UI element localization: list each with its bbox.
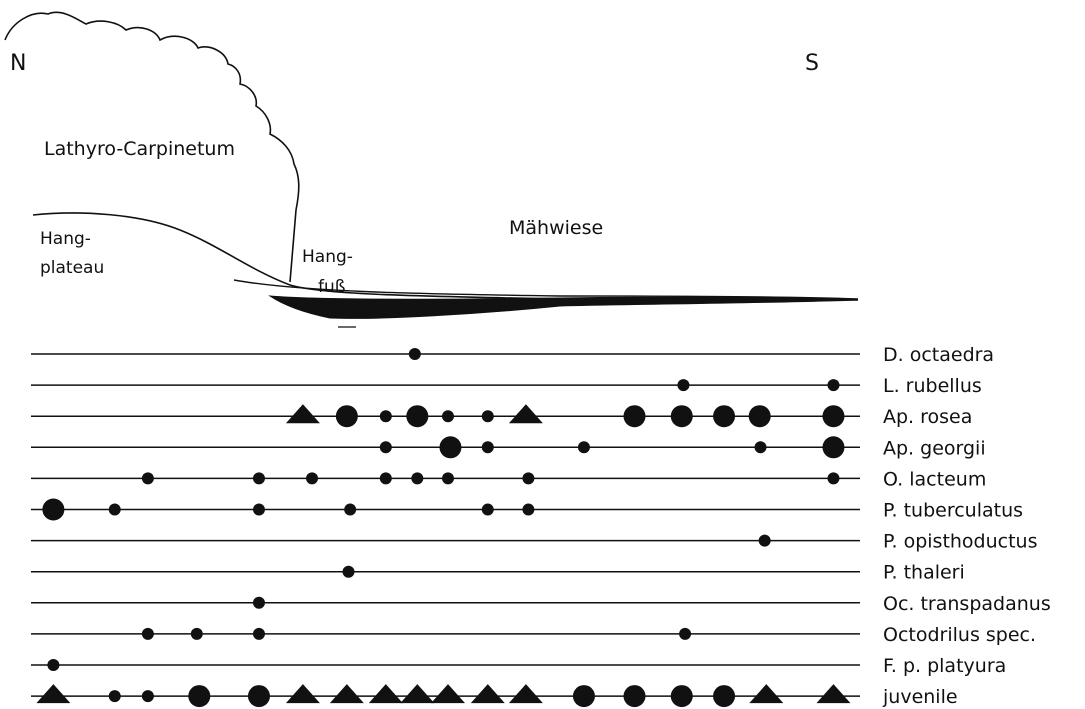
species-label: Ap. georgii: [883, 437, 986, 459]
triangle-marker: [470, 684, 505, 704]
small-dot-marker: [481, 503, 494, 516]
triangle-marker: [36, 684, 71, 704]
small-dot-marker: [252, 503, 265, 516]
small-dot-marker: [522, 503, 535, 516]
species-label: D. octaedra: [883, 344, 994, 366]
large-dot-marker: [247, 685, 270, 708]
species-row: Ap. georgii: [31, 436, 986, 459]
south-label: S: [805, 51, 819, 76]
large-dot-marker: [670, 405, 693, 428]
triangle-marker: [368, 684, 403, 704]
small-dot-marker: [252, 627, 265, 640]
foot-label-line1: Hang-: [302, 247, 353, 267]
small-dot-marker: [481, 441, 494, 454]
species-label: Oc. transpadanus: [883, 593, 1051, 615]
small-dot-marker: [108, 503, 121, 516]
large-dot-marker: [822, 436, 845, 459]
species-row: O. lacteum: [31, 468, 986, 490]
species-row: P. tuberculatus: [31, 498, 1023, 522]
species-rows: D. octaedra L. rubellus Ap. rosea Ap. georg…: [31, 344, 1051, 708]
species-label: P. tuberculatus: [883, 500, 1023, 522]
species-label: juvenile: [882, 686, 958, 708]
large-dot-marker: [670, 685, 693, 708]
small-dot-marker: [522, 472, 535, 485]
small-dot-marker: [344, 503, 357, 516]
species-label: Octodrilus spec.: [883, 624, 1036, 646]
slope-ground-line: [32, 212, 859, 301]
meadow-surface-line: [233, 279, 859, 300]
small-dot-marker: [379, 441, 392, 454]
small-dot-marker: [441, 410, 454, 423]
small-dot-marker: [677, 379, 690, 392]
small-dot-marker: [827, 472, 840, 485]
large-dot-marker: [748, 405, 771, 428]
species-row: Octodrilus spec.: [31, 624, 1036, 646]
species-row: L. rubellus: [31, 375, 982, 397]
small-dot-marker: [379, 472, 392, 485]
plateau-label-line1: Hang-: [40, 229, 91, 249]
small-dot-marker: [827, 379, 840, 392]
large-dot-marker: [623, 405, 646, 428]
species-row: F. p. platyura: [31, 655, 1006, 677]
large-dot-marker: [713, 685, 736, 708]
species-label: O. lacteum: [883, 468, 986, 490]
plateau-label-line2: plateau: [40, 258, 104, 278]
triangle-marker: [749, 684, 784, 704]
species-row: Oc. transpadanus: [31, 593, 1051, 615]
triangle-marker: [329, 684, 364, 704]
species-label: F. p. platyura: [883, 655, 1006, 677]
species-row: Ap. rosea: [31, 404, 972, 428]
small-dot-marker: [441, 472, 454, 485]
triangle-marker: [285, 684, 320, 704]
small-dot-marker: [758, 534, 771, 547]
triangle-marker: [430, 684, 465, 704]
foot-label-line2: fuß: [318, 277, 345, 297]
small-dot-marker: [379, 410, 392, 423]
meadow-soil-lens: [268, 295, 859, 319]
species-row: juvenile: [31, 684, 958, 708]
species-label: Ap. rosea: [883, 406, 972, 428]
species-row: P. opisthoductus: [31, 531, 1038, 553]
small-dot-marker: [141, 690, 154, 703]
small-dot-marker: [252, 596, 265, 609]
triangle-marker: [400, 684, 435, 704]
triangle-marker: [816, 684, 851, 704]
species-row: P. thaleri: [31, 562, 965, 584]
small-dot-marker: [754, 441, 767, 454]
large-dot-marker: [406, 405, 429, 428]
triangle-marker: [285, 404, 320, 424]
meadow-label: Mähwiese: [509, 217, 603, 239]
large-dot-marker: [335, 405, 358, 428]
small-dot-marker: [252, 472, 265, 485]
large-dot-marker: [713, 405, 736, 428]
species-label: L. rubellus: [883, 375, 982, 397]
small-dot-marker: [108, 690, 121, 703]
small-dot-marker: [190, 627, 203, 640]
triangle-marker: [508, 404, 543, 424]
species-row: D. octaedra: [31, 344, 994, 366]
north-label: N: [10, 51, 26, 76]
species-label: P. opisthoductus: [883, 531, 1038, 553]
forest-canopy-outline: [4, 11, 300, 283]
small-dot-marker: [306, 472, 319, 485]
small-dot-marker: [577, 441, 590, 454]
small-dot-marker: [481, 410, 494, 423]
large-dot-marker: [42, 498, 65, 521]
small-dot-marker: [141, 627, 154, 640]
triangle-marker: [508, 684, 543, 704]
small-dot-marker: [141, 472, 154, 485]
large-dot-marker: [188, 685, 211, 708]
small-dot-marker: [47, 659, 60, 671]
small-dot-marker: [679, 627, 692, 640]
large-dot-marker: [822, 405, 845, 428]
forest-label: Lathyro-Carpinetum: [44, 138, 235, 160]
large-dot-marker: [623, 685, 646, 708]
small-dot-marker: [411, 472, 424, 485]
large-dot-marker: [572, 685, 595, 708]
large-dot-marker: [439, 436, 462, 459]
species-label: P. thaleri: [883, 562, 965, 584]
small-dot-marker: [408, 348, 421, 360]
small-dot-marker: [342, 565, 355, 578]
